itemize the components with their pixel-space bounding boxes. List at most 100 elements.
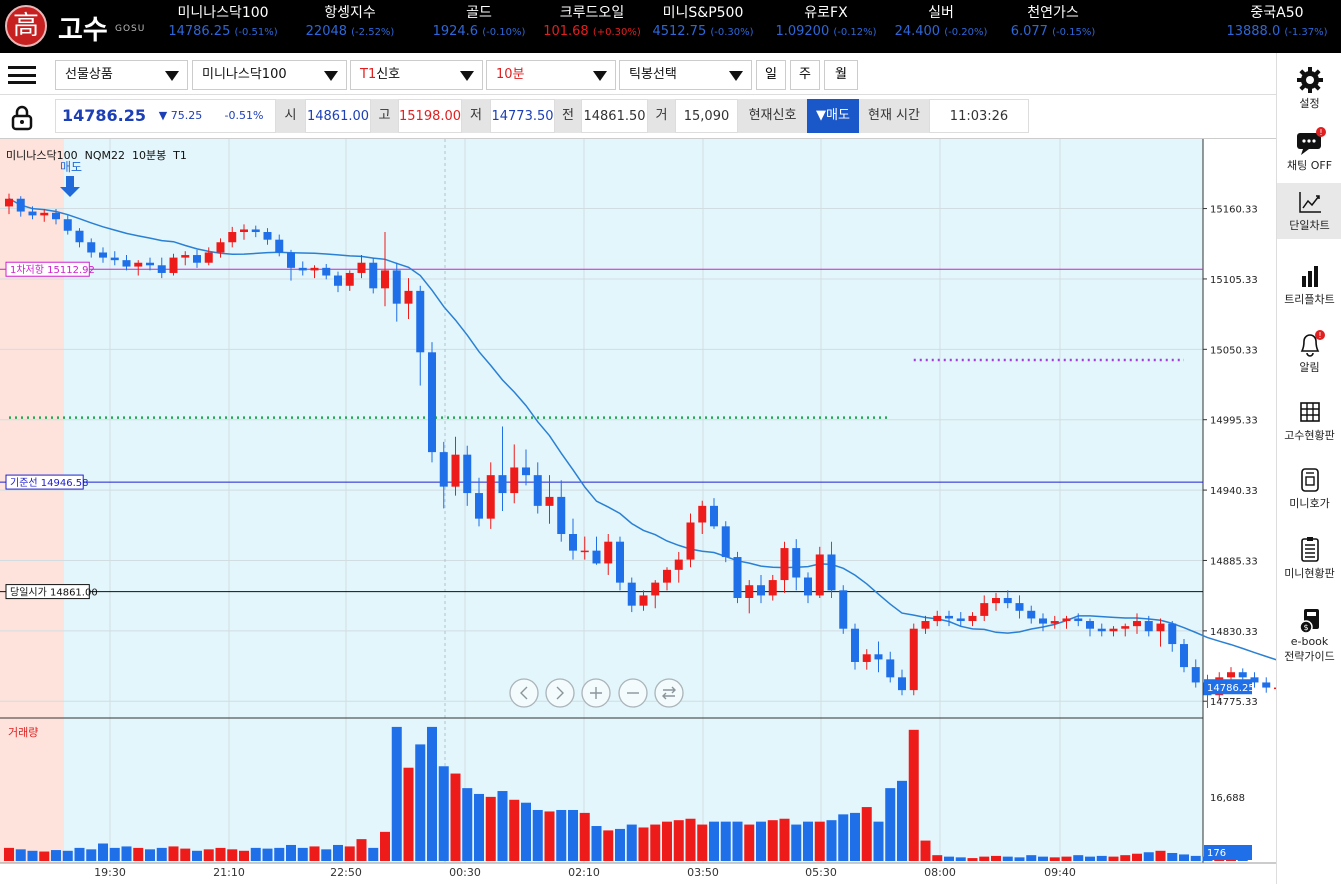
ticker-6[interactable]: 유로FX 1.09200 (-0.12%) <box>766 4 886 43</box>
candle-body <box>99 252 107 258</box>
book-icon: $ <box>1277 605 1341 635</box>
chart-canvas[interactable]: 1차저항 15112.92 기준선 14946.58 당일시가 14861.00 15… <box>0 139 1282 884</box>
ticker-change: (-0.12%) <box>833 27 877 38</box>
ticker-2[interactable]: 항셍지수 22048 (-2.52%) <box>290 4 410 43</box>
volume-bar <box>1190 855 1201 861</box>
volume-tick-label: 16,688 <box>1210 793 1245 804</box>
candle-body <box>216 242 225 253</box>
ticker-4[interactable]: 크루드오일 101.68 (+0.30%) <box>532 4 652 43</box>
candle-body <box>792 548 801 578</box>
candle-body <box>357 262 366 273</box>
candle-body <box>1074 618 1083 622</box>
volume-bar <box>697 824 708 861</box>
instrument-select[interactable]: 미니나스닥100 <box>192 60 347 90</box>
svg-text:!: ! <box>1319 128 1322 137</box>
ticker-5[interactable]: 미니S&P500 4512.75 (-0.30%) <box>643 4 763 43</box>
volume-bar <box>356 839 367 861</box>
tick-select-label: 틱봉선택 <box>629 67 677 82</box>
logo-seal: 高 <box>5 5 47 47</box>
volume-bar <box>1073 855 1084 861</box>
candle-body <box>498 475 507 494</box>
candle-body <box>992 597 1000 604</box>
line-chart-icon <box>1277 187 1341 217</box>
volume-bar <box>1179 854 1189 861</box>
hamburger-menu-icon[interactable] <box>8 66 36 84</box>
candle-body <box>1144 621 1153 632</box>
zoom-out-button[interactable] <box>618 678 648 708</box>
sidebar-book-button[interactable]: $ e-book 전략가이드 <box>1277 601 1341 671</box>
candle-body <box>1180 644 1188 668</box>
ticker-value: 4512.75 (-0.30%) <box>643 22 763 43</box>
ticker-change: (-2.52%) <box>351 27 395 38</box>
sidebar-label: 고수현황판 <box>1284 429 1335 442</box>
candle-body <box>451 454 460 487</box>
volume-bar <box>262 848 273 861</box>
chevron-right-button[interactable] <box>545 678 575 708</box>
candle-body <box>1062 618 1071 622</box>
ticker-change: (-0.10%) <box>482 27 526 38</box>
volume-bar <box>979 856 990 861</box>
high-value: 15198.00 <box>398 99 462 133</box>
sidebar-bell-button[interactable]: ! 알림 <box>1277 325 1341 381</box>
logo-text: 고수 <box>58 15 108 46</box>
sidebar-bar-chart-button[interactable]: 트리플차트 <box>1277 257 1341 313</box>
volume-bar <box>709 821 719 861</box>
sidebar-quote-button[interactable]: 미니호가 <box>1277 461 1341 517</box>
volume-pane-label: 거래량 <box>8 726 39 739</box>
candle-body <box>181 255 190 258</box>
interval-select[interactable]: 10분 <box>486 60 616 90</box>
y-tick-label: 14775.33 <box>1210 697 1258 708</box>
ticker-9[interactable]: 중국A50 13888.0 (-1.37%) <box>1213 4 1341 43</box>
reset-button[interactable] <box>654 678 684 708</box>
candle-body <box>1097 628 1106 632</box>
current-price-tag-label: 14786.25 <box>1207 683 1255 694</box>
price-chart[interactable]: 1차저항 15112.92 기준선 14946.58 당일시가 14861.00 15… <box>0 139 1282 884</box>
candle-body <box>945 615 953 619</box>
volume-bar <box>403 767 414 861</box>
candle-body <box>698 505 707 523</box>
candle-body <box>839 590 848 629</box>
gosu-logo[interactable]: 高 고수 GOSU <box>2 3 152 50</box>
sidebar-grid-button[interactable]: 고수현황판 <box>1277 393 1341 449</box>
volume-bar <box>168 846 179 861</box>
candle-body <box>28 211 37 216</box>
candle-body <box>157 265 166 273</box>
signal-select[interactable]: T1신호 <box>350 60 483 90</box>
ticker-name: 미니나스닥100 <box>177 5 269 21</box>
volume-bar <box>86 849 97 861</box>
candle-body <box>1133 621 1141 627</box>
month-button[interactable]: 월 <box>824 60 858 90</box>
ticker-1[interactable]: 미니나스닥100 14786.25 (-0.51%) <box>163 4 283 43</box>
x-tick-label: 08:00 <box>924 866 956 879</box>
zoom-in-button[interactable] <box>581 678 611 708</box>
candle-body <box>1262 682 1271 688</box>
candle-body <box>592 550 601 564</box>
ticker-7[interactable]: 실버 24.400 (-0.20%) <box>881 4 1001 43</box>
volume-bar <box>744 824 755 861</box>
volume-bar <box>74 847 85 861</box>
sidebar-line-chart-button[interactable]: 단일차트 <box>1277 183 1341 239</box>
volume-bar <box>1049 857 1060 861</box>
ticker-8[interactable]: 천연가스 6.077 (-0.15%) <box>993 4 1113 43</box>
lock-icon[interactable] <box>8 105 36 131</box>
candle-body <box>874 654 883 660</box>
week-button[interactable]: 주 <box>790 60 820 90</box>
open-value: 14861.00 <box>305 99 371 133</box>
ticker-value: 101.68 (+0.30%) <box>532 22 652 43</box>
ticker-3[interactable]: 골드 1924.6 (-0.10%) <box>419 4 539 43</box>
candle-body <box>886 659 895 678</box>
chevron-left-icon-glyph <box>520 686 528 700</box>
volume-bar <box>814 821 825 861</box>
volume-bar <box>591 826 602 861</box>
sidebar-gear-button[interactable]: 설정 <box>1277 61 1341 117</box>
candle-body <box>63 219 72 231</box>
chevron-left-button[interactable] <box>509 678 539 708</box>
day-button[interactable]: 일 <box>756 60 786 90</box>
candle-body <box>545 496 554 506</box>
candle-body <box>533 475 542 506</box>
sidebar-list-button[interactable]: 미니현황판 <box>1277 531 1341 587</box>
sidebar-chat-button[interactable]: ! 채팅 OFF <box>1277 123 1341 179</box>
candle-body <box>1086 621 1094 629</box>
product-select[interactable]: 선물상품 <box>55 60 188 90</box>
tick-select[interactable]: 틱봉선택 <box>619 60 752 90</box>
